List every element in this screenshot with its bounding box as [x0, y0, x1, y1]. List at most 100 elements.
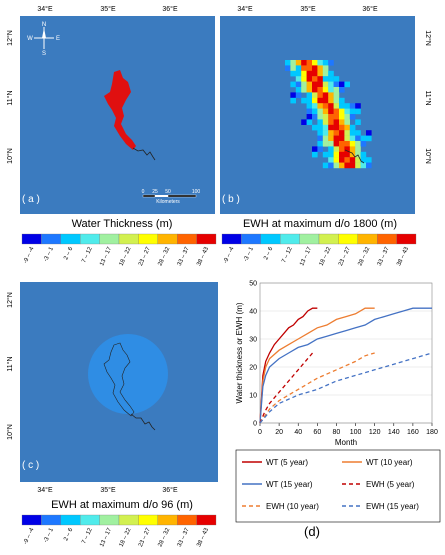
map-c-side-tick-1: 12°N [6, 292, 14, 308]
ewh-pixel-125 [366, 130, 372, 136]
colorbar-c-label-7: 23 – 27 [138, 527, 152, 548]
legend-label-1: WT (5 year) [266, 458, 308, 467]
colorbar-a-swatch-4 [80, 233, 100, 245]
ewh-pixel-42 [333, 81, 340, 88]
colorbar-a-label-9: 33 – 37 [177, 246, 191, 267]
ewh-pixel-146 [317, 146, 323, 152]
xtick-label-160: 160 [407, 429, 419, 436]
ewh-pixel-162 [328, 157, 334, 163]
ewh-pixel-88 [344, 108, 350, 115]
colorbar-a-label-7: 23 – 27 [138, 246, 152, 267]
ytick-label-0: 0 [253, 421, 257, 428]
scalebar-tick-0: 0 [142, 189, 145, 195]
colorbar-c-swatch-10 [196, 514, 217, 526]
ewh-pixel-74 [322, 103, 329, 109]
colorbar-b-label-1: -9 – -4 [223, 246, 236, 265]
map-a-side-tick-2: 11°N [6, 90, 14, 105]
colorbar-b-swatch-5 [299, 233, 320, 245]
ewh-pixel-47 [306, 87, 313, 93]
colorbar-b: -9 – -4 -3 – 1 2 – 6 7 – 12 13 – 17 18 – 22 23… [221, 233, 417, 267]
ewh-pixel-44 [344, 81, 350, 88]
ewh-pixel-136 [317, 141, 323, 147]
colorbar-c-label-6: 18 – 22 [119, 527, 133, 548]
legend-label-2: WT (10 year) [366, 458, 413, 467]
ewh-pixel-96 [333, 114, 340, 120]
ewh-pixel-144 [360, 141, 367, 147]
ewh-pixel-19 [295, 70, 302, 77]
ewh-pixel-142 [349, 141, 356, 147]
ewh-pixel-75 [328, 103, 334, 109]
ewh-pixel-50 [322, 87, 329, 93]
ewh-pixel-41 [328, 81, 334, 88]
panel-b-label: ( b ) [222, 194, 240, 205]
plot-area [259, 282, 433, 424]
map-c-side-tick-2: 11°N [6, 356, 14, 371]
x-axis-label: Month [335, 438, 357, 447]
ewh-pixel-141 [344, 141, 350, 147]
colorbar-a-label-5: 13 – 17 [99, 246, 113, 267]
map-a-river [132, 147, 156, 161]
ewh-pixel-45 [295, 87, 302, 93]
ewh-pixel-63 [301, 97, 307, 104]
xtick-label-80: 80 [333, 429, 341, 436]
colorbar-a-swatch-3 [60, 233, 81, 245]
series-line-6 [259, 352, 433, 424]
colorbar-b-swatch-10 [396, 233, 417, 245]
ewh-pixel-130 [339, 135, 345, 142]
map-b-side-tick-3: 10°N [424, 148, 432, 164]
ewh-pixel-177 [360, 162, 367, 169]
xtick-label-120: 120 [369, 429, 381, 436]
map-a-top-tick-2: 35°E [100, 5, 116, 13]
ewh-pixel-161 [360, 151, 367, 158]
xtick-label-20: 20 [275, 429, 283, 436]
ytick-label-10: 10 [249, 393, 257, 400]
series-line-5 [259, 352, 375, 424]
ewh-pixel-32 [328, 76, 334, 82]
ewh-pixel-21 [306, 70, 313, 77]
map-a-side-tick-3: 10°N [6, 148, 14, 164]
map-a-caption: Water Thickness (m) [72, 218, 173, 230]
ewh-pixel-79 [349, 103, 356, 109]
ewh-pixel-105 [333, 119, 340, 125]
xtick-label-140: 140 [388, 429, 400, 436]
ewh-pixel-36 [301, 81, 307, 88]
colorbar-c-swatch-3 [60, 514, 81, 526]
ewh-pixel-82 [312, 108, 318, 115]
colorbar-c-label-1: -9 – -4 [23, 527, 36, 546]
map-b-ewh-grid [285, 60, 372, 169]
map-c-caption: EWH at maximum d/o 96 (m) [51, 499, 193, 511]
colorbar-a-swatch-1 [21, 233, 42, 245]
ewh-pixel-2 [290, 60, 296, 66]
ewh-pixel-34 [290, 81, 296, 88]
ewh-pixel-153 [312, 151, 318, 158]
ewh-pixel-54 [290, 92, 296, 98]
colorbar-c-label-4: 7 – 12 [81, 527, 94, 545]
colorbar-b-label-4: 7 – 12 [281, 246, 294, 264]
colorbar-c-swatch-6 [118, 514, 139, 526]
ewh-pixel-18 [290, 70, 296, 77]
colorbar-a-swatch-9 [177, 233, 197, 245]
ewh-pixel-8 [322, 60, 329, 66]
ewh-pixel-71 [306, 103, 313, 109]
colorbar-a-swatch-10 [196, 233, 217, 245]
ewh-pixel-17 [322, 65, 329, 71]
ewh-pixel-173 [339, 162, 345, 169]
colorbar-c-label-3: 2 – 6 [63, 527, 74, 542]
map-b-side-tick-2: 11°N [424, 90, 432, 105]
ewh-pixel-124 [355, 130, 361, 136]
scalebar-tick-25: 25 [152, 189, 158, 195]
ewh-pixel-51 [328, 87, 334, 93]
ewh-pixel-57 [312, 92, 318, 98]
ewh-pixel-68 [328, 97, 334, 104]
ewh-pixel-138 [328, 141, 334, 147]
scalebar-tick-100: 100 [192, 189, 201, 195]
ewh-pixel-62 [290, 97, 296, 104]
legend-box [235, 449, 441, 523]
ewh-pixel-98 [344, 114, 350, 120]
ewh-pixel-56 [306, 92, 313, 98]
ewh-pixel-97 [339, 114, 345, 120]
legend-label-5: EWH (10 year) [266, 502, 319, 511]
map-c-reservoir-outline [103, 342, 135, 417]
xtick-label-100: 100 [350, 429, 362, 436]
ewh-pixel-38 [312, 81, 318, 88]
